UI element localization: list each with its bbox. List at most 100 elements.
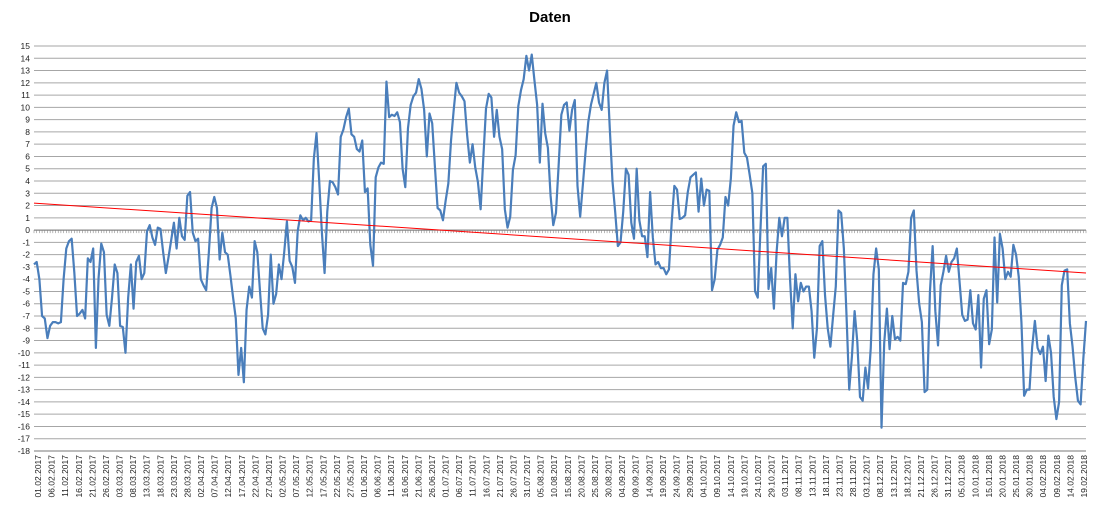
x-tick-label: 23.11.2017 (834, 455, 844, 497)
y-tick-label: -18 (18, 446, 31, 456)
x-tick-label: 12.05.2017 (305, 455, 315, 498)
x-tick-label: 28.03.2017 (182, 455, 192, 498)
x-tick-label: 11.06.2017 (386, 455, 396, 497)
x-tick-label: 06.06.2017 (373, 455, 383, 498)
x-tick-label: 13.03.2017 (142, 455, 152, 498)
x-tick-label: 01.07.2017 (441, 455, 451, 498)
y-tick-label: 10 (21, 102, 31, 112)
x-tick-label: 26.02.2017 (101, 455, 111, 498)
y-tick-label: -1 (22, 237, 30, 247)
y-tick-label: 1 (25, 213, 30, 223)
y-tick-label: -2 (22, 250, 30, 260)
x-tick-label: 22.04.2017 (250, 455, 260, 498)
x-tick-label: 18.11.2017 (821, 455, 831, 497)
y-tick-label: -10 (18, 348, 31, 358)
x-tick-label: 18.03.2017 (155, 455, 165, 498)
x-tick-label: 05.08.2017 (536, 455, 546, 498)
x-tick-label: 14.10.2017 (726, 455, 736, 498)
x-tick-label: 10.01.2018 (970, 455, 980, 498)
y-tick-label: -16 (18, 421, 31, 431)
x-tick-label: 24.09.2017 (671, 455, 681, 498)
x-tick-label: 18.12.2017 (902, 455, 912, 498)
y-tick-label: 15 (21, 41, 31, 51)
y-tick-label: 2 (25, 201, 30, 211)
x-tick-label: 09.02.2018 (1052, 455, 1062, 498)
y-tick-label: 13 (21, 66, 31, 76)
x-tick-label: 25.08.2017 (590, 455, 600, 498)
y-tick-label: -15 (18, 409, 31, 419)
series-line (33, 53, 1088, 429)
x-tick-label: 28.11.2017 (848, 455, 858, 497)
x-tick-label: 03.12.2017 (862, 455, 872, 498)
x-tick-label: 19.02.2018 (1079, 455, 1089, 498)
x-tick-label: 19.10.2017 (739, 455, 749, 498)
x-tick-label: 27.05.2017 (345, 455, 355, 498)
x-tick-label: 02.04.2017 (196, 455, 206, 498)
x-tick-label: 26.07.2017 (508, 455, 518, 498)
y-tick-label: -7 (22, 311, 30, 321)
y-tick-label: -17 (18, 434, 31, 444)
x-tick-label: 06.07.2017 (454, 455, 464, 498)
series-layer (33, 53, 1088, 429)
x-tick-label: 30.08.2017 (604, 455, 614, 498)
x-tick-label: 31.07.2017 (522, 455, 532, 498)
x-tick-label: 16.02.2017 (74, 455, 84, 498)
x-tick-label: 21.12.2017 (916, 455, 926, 498)
x-tick-label: 04.09.2017 (617, 455, 627, 498)
x-tick-label: 01.06.2017 (359, 455, 369, 498)
y-tick-label: 3 (25, 188, 30, 198)
x-tick-label: 09.09.2017 (631, 455, 641, 498)
x-tick-label: 21.02.2017 (87, 455, 97, 498)
x-tick-label: 25.01.2018 (1011, 455, 1021, 498)
x-tick-label: 29.09.2017 (685, 455, 695, 498)
y-tick-label: 12 (21, 78, 31, 88)
y-tick-label: -11 (18, 360, 30, 370)
x-tick-label: 20.01.2018 (997, 455, 1007, 498)
y-tick-label: 14 (21, 53, 31, 63)
x-tick-label: 02.05.2017 (278, 455, 288, 498)
x-tick-label: 12.04.2017 (223, 455, 233, 498)
y-tick-label: -14 (18, 397, 31, 407)
y-tick-label: 8 (25, 127, 30, 137)
x-tick-label: 26.06.2017 (427, 455, 437, 498)
x-tick-label: 06.02.2017 (47, 455, 57, 498)
y-tick-label: -9 (22, 336, 30, 346)
x-tick-label: 09.10.2017 (712, 455, 722, 498)
x-tick-label: 17.04.2017 (237, 455, 247, 498)
x-tick-label: 03.03.2017 (115, 455, 125, 498)
x-tick-label: 13.12.2017 (889, 455, 899, 498)
x-tick-label: 29.10.2017 (767, 455, 777, 498)
x-tick-label: 14.02.2018 (1065, 455, 1075, 498)
x-tick-label: 31.12.2017 (943, 455, 953, 498)
x-tick-label: 21.06.2017 (413, 455, 423, 498)
x-tick-label: 16.06.2017 (400, 455, 410, 498)
gridlines (34, 45, 1086, 452)
y-tick-label: -3 (22, 262, 30, 272)
x-tick-label: 01.02.2017 (33, 455, 43, 498)
y-tick-label: -6 (22, 299, 30, 309)
y-axis: 1514131211109876543210-1-2-3-4-5-6-7-8-9… (18, 41, 31, 456)
x-tick-label: 10.08.2017 (549, 455, 559, 498)
x-tick-label: 24.10.2017 (753, 455, 763, 498)
x-axis: 01.02.2017 06.02.2017 11.02.2017 16.02.2017… (33, 229, 1089, 498)
x-tick-label: 11.07.2017 (468, 455, 478, 497)
x-tick-label: 22.05.2017 (332, 455, 342, 498)
y-tick-label: -4 (22, 274, 30, 284)
x-tick-label: 08.12.2017 (875, 455, 885, 498)
x-tick-label: 30.01.2018 (1025, 455, 1035, 498)
x-tick-label: 08.11.2017 (794, 455, 804, 497)
x-tick-label: 20.08.2017 (576, 455, 586, 498)
x-tick-label: 03.11.2017 (780, 455, 790, 497)
x-tick-label: 21.07.2017 (495, 455, 505, 498)
trendline (33, 202, 1087, 274)
x-tick-label: 04.10.2017 (699, 455, 709, 498)
y-tick-label: -12 (18, 372, 31, 382)
y-tick-label: 11 (21, 90, 30, 100)
x-tick-label: 26.12.2017 (930, 455, 940, 498)
y-tick-label: -8 (22, 323, 30, 333)
x-tick-label: 08.03.2017 (128, 455, 138, 498)
x-tick-label: 07.05.2017 (291, 455, 301, 498)
y-tick-label: -13 (18, 385, 31, 395)
y-tick-label: 9 (25, 115, 30, 125)
